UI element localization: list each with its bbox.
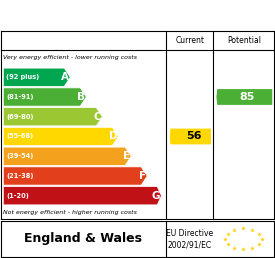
Text: G: G — [152, 191, 160, 201]
Text: (39-54): (39-54) — [6, 153, 34, 159]
Polygon shape — [170, 128, 211, 144]
Text: (81-91): (81-91) — [6, 94, 34, 100]
Polygon shape — [3, 127, 118, 146]
Text: Not energy efficient - higher running costs: Not energy efficient - higher running co… — [3, 210, 137, 215]
Polygon shape — [3, 167, 147, 185]
Polygon shape — [3, 88, 86, 106]
Text: 85: 85 — [240, 92, 255, 102]
Text: (92 plus): (92 plus) — [6, 74, 39, 80]
Text: EU Directive
2002/91/EC: EU Directive 2002/91/EC — [166, 229, 213, 249]
Text: (69-80): (69-80) — [6, 114, 34, 120]
Text: F: F — [139, 171, 146, 181]
Text: (1-20): (1-20) — [6, 193, 29, 199]
Text: Energy Efficiency Rating: Energy Efficiency Rating — [8, 9, 192, 22]
Text: A: A — [61, 72, 69, 82]
Polygon shape — [3, 68, 70, 86]
Text: C: C — [94, 112, 101, 122]
Polygon shape — [3, 147, 131, 165]
Text: Very energy efficient - lower running costs: Very energy efficient - lower running co… — [3, 55, 137, 60]
Text: B: B — [77, 92, 85, 102]
Polygon shape — [216, 89, 272, 105]
Text: England & Wales: England & Wales — [24, 232, 142, 245]
Text: D: D — [109, 132, 117, 141]
Text: (21-38): (21-38) — [6, 173, 34, 179]
Text: (55-68): (55-68) — [6, 133, 33, 140]
Text: Potential: Potential — [227, 36, 261, 45]
Text: 56: 56 — [186, 132, 201, 141]
Polygon shape — [3, 187, 161, 205]
Text: E: E — [123, 151, 130, 161]
Text: Current: Current — [175, 36, 204, 45]
Polygon shape — [3, 108, 102, 126]
